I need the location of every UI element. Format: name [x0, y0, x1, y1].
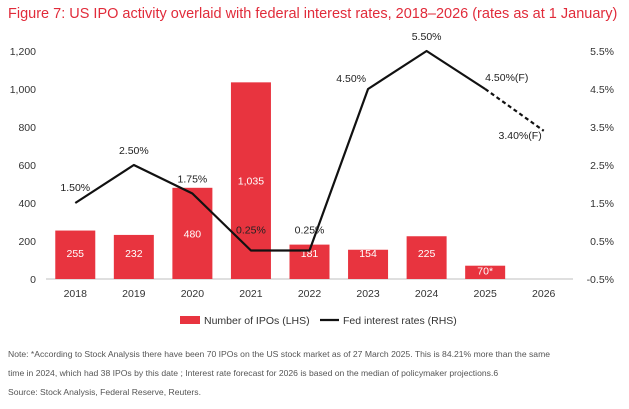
left-axis-tick-label: 1,000 — [10, 84, 36, 96]
right-axis-tick-label: 0.5% — [590, 236, 614, 248]
fed-rate-label: 3.40%(F) — [499, 130, 542, 142]
chart-title: Figure 7: US IPO activity overlaid with … — [8, 6, 618, 22]
x-axis-tick-label: 2018 — [64, 288, 88, 300]
legend-bar-swatch — [180, 316, 200, 324]
x-axis-tick-label: 2019 — [122, 288, 146, 300]
x-axis-tick-label: 2021 — [239, 288, 263, 300]
fed-rate-line — [74, 49, 486, 252]
left-axis-tick-label: 200 — [18, 236, 36, 248]
x-axis-tick-label: 2020 — [181, 288, 205, 300]
source-note: Source: Stock Analysis, Federal Reserve,… — [8, 387, 201, 397]
ipo-bar — [348, 249, 389, 279]
fed-rate-label: 2.50% — [119, 145, 149, 157]
ipo-bar — [465, 265, 506, 279]
fed-rate-label: 1.75% — [177, 174, 207, 186]
ipo-bar-label: 70* — [477, 266, 493, 278]
right-axis-tick-label: 2.5% — [590, 160, 614, 172]
legend-bar-label: Number of IPOs (LHS) — [204, 315, 310, 327]
left-axis-tick-label: 800 — [18, 122, 36, 134]
fed-rate-label: 4.50%(F) — [485, 72, 528, 84]
x-axis-tick-label: 2024 — [415, 288, 439, 300]
right-axis-tick-label: -0.5% — [587, 274, 614, 286]
left-axis-tick-label: 0 — [30, 274, 36, 286]
x-axis-tick-label: 2026 — [532, 288, 556, 300]
x-axis-tick-label: 2022 — [298, 288, 322, 300]
x-axis-tick-label: 2023 — [356, 288, 380, 300]
fed-rate-label: 5.50% — [412, 31, 442, 43]
ipo-interest-chart: 0 200 400 600 800 1,000 1,200 -0.5% 0.5% 1.5% 2.5%… — [10, 31, 614, 327]
left-axis-tick-label: 400 — [18, 198, 36, 210]
ipo-bar — [113, 234, 154, 279]
right-axis-tick-label: 4.5% — [590, 84, 614, 96]
note-line-2: time in 2024, which had 38 IPOs by this … — [8, 368, 499, 378]
right-axis-tick-label: 3.5% — [590, 122, 614, 134]
ipo-bar-label: 480 — [184, 228, 202, 240]
ipo-bar-label: 232 — [125, 248, 143, 260]
ipo-bar-label: 154 — [359, 248, 377, 260]
ipo-bar-label: 255 — [67, 248, 85, 260]
ipo-bar — [172, 187, 213, 279]
fed-rate-label: 4.50% — [336, 73, 366, 85]
x-axis-tick-label: 2025 — [473, 288, 497, 300]
ipo-bar — [406, 236, 447, 279]
ipo-bar-label: 1,035 — [238, 176, 264, 188]
right-axis-tick-label: 1.5% — [590, 198, 614, 210]
note-line-1: Note: *According to Stock Analysis there… — [8, 349, 551, 359]
fed-rate-forecast-line — [484, 88, 545, 132]
ipo-bar-label: 225 — [418, 248, 436, 260]
left-axis-tick-label: 1,200 — [10, 46, 36, 58]
fed-rate-label: 0.25% — [236, 225, 266, 237]
right-axis-tick-label: 5.5% — [590, 46, 614, 58]
fed-rate-label: 0.25% — [295, 225, 325, 237]
left-axis-tick-label: 600 — [18, 160, 36, 172]
fed-rate-label: 1.50% — [60, 182, 90, 194]
legend-line-label: Fed interest rates (RHS) — [343, 315, 457, 327]
ipo-bar — [230, 82, 271, 279]
ipo-bar — [55, 230, 96, 279]
